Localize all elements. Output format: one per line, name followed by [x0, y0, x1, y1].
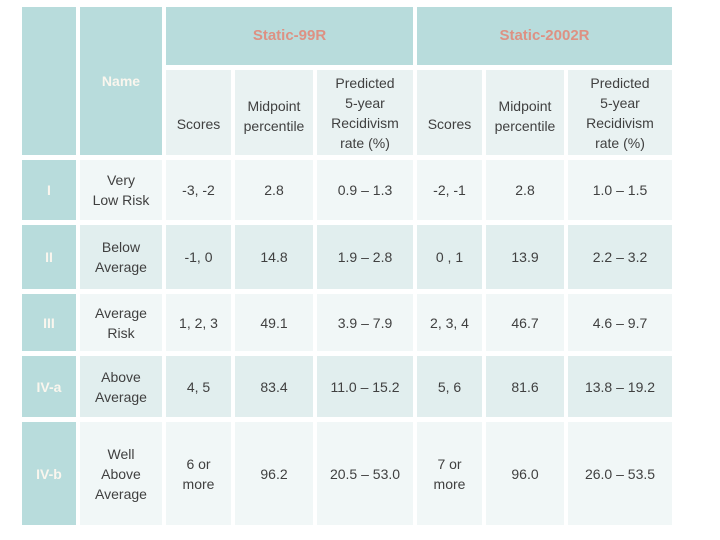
cell-99r-scores: 1, 2, 3: [166, 294, 231, 351]
cell-99r-midpoint: 83.4: [235, 356, 313, 417]
row-label: II: [22, 225, 76, 289]
table-row-III: III Average Risk 1, 2, 3 49.1 3.9 – 7.9 …: [22, 294, 672, 351]
row-label: IV-b: [22, 422, 76, 525]
table-row-IV-a: IV-a Above Average 4, 5 83.4 11.0 – 15.2…: [22, 356, 672, 417]
col-header-midpoint-percentile-99r: Midpoint percentile: [235, 70, 313, 155]
cell-99r-scores: 4, 5: [166, 356, 231, 417]
cell-name: Well Above Average: [80, 422, 162, 525]
cell-99r-midpoint: 14.8: [235, 225, 313, 289]
col-header-predicted-rate-2002r: Predicted 5-year Recidivism rate (%): [568, 70, 672, 155]
cell-99r-scores: 6 or more: [166, 422, 231, 525]
cell-99r-predicted: 11.0 – 15.2: [317, 356, 413, 417]
corner-cell: [22, 7, 76, 155]
cell-99r-midpoint: 96.2: [235, 422, 313, 525]
col-header-midpoint-percentile-2002r: Midpoint percentile: [486, 70, 564, 155]
table-row-IV-b: IV-b Well Above Average 6 or more 96.2 2…: [22, 422, 672, 525]
cell-99r-scores: -3, -2: [166, 160, 231, 220]
cell-2002r-scores: -2, -1: [417, 160, 482, 220]
col-header-scores-99r: Scores: [166, 70, 231, 155]
cell-2002r-midpoint: 81.6: [486, 356, 564, 417]
cell-2002r-predicted: 1.0 – 1.5: [568, 160, 672, 220]
cell-99r-predicted: 20.5 – 53.0: [317, 422, 413, 525]
cell-2002r-predicted: 13.8 – 19.2: [568, 356, 672, 417]
cell-name: Below Average: [80, 225, 162, 289]
cell-99r-scores: -1, 0: [166, 225, 231, 289]
group-header-static-2002r: Static-2002R: [417, 7, 672, 65]
col-header-predicted-rate-99r: Predicted 5-year Recidivism rate (%): [317, 70, 413, 155]
cell-99r-midpoint: 2.8: [235, 160, 313, 220]
row-label: III: [22, 294, 76, 351]
row-label: IV-a: [22, 356, 76, 417]
risk-comparison-table: Name Static-99R Static-2002R Scores Midp…: [18, 2, 676, 530]
cell-name: Above Average: [80, 356, 162, 417]
cell-name: Average Risk: [80, 294, 162, 351]
cell-2002r-midpoint: 46.7: [486, 294, 564, 351]
cell-2002r-scores: 5, 6: [417, 356, 482, 417]
table-row-I: I Very Low Risk -3, -2 2.8 0.9 – 1.3 -2,…: [22, 160, 672, 220]
cell-99r-midpoint: 49.1: [235, 294, 313, 351]
row-label: I: [22, 160, 76, 220]
cell-2002r-midpoint: 13.9: [486, 225, 564, 289]
cell-2002r-scores: 2, 3, 4: [417, 294, 482, 351]
cell-99r-predicted: 0.9 – 1.3: [317, 160, 413, 220]
table-row-II: II Below Average -1, 0 14.8 1.9 – 2.8 0 …: [22, 225, 672, 289]
cell-99r-predicted: 1.9 – 2.8: [317, 225, 413, 289]
name-column-header: Name: [80, 7, 162, 155]
cell-2002r-midpoint: 2.8: [486, 160, 564, 220]
cell-2002r-scores: 0 , 1: [417, 225, 482, 289]
col-header-scores-2002r: Scores: [417, 70, 482, 155]
cell-2002r-midpoint: 96.0: [486, 422, 564, 525]
group-header-static-99r: Static-99R: [166, 7, 413, 65]
cell-2002r-scores: 7 or more: [417, 422, 482, 525]
cell-2002r-predicted: 2.2 – 3.2: [568, 225, 672, 289]
cell-2002r-predicted: 26.0 – 53.5: [568, 422, 672, 525]
cell-2002r-predicted: 4.6 – 9.7: [568, 294, 672, 351]
cell-99r-predicted: 3.9 – 7.9: [317, 294, 413, 351]
cell-name: Very Low Risk: [80, 160, 162, 220]
